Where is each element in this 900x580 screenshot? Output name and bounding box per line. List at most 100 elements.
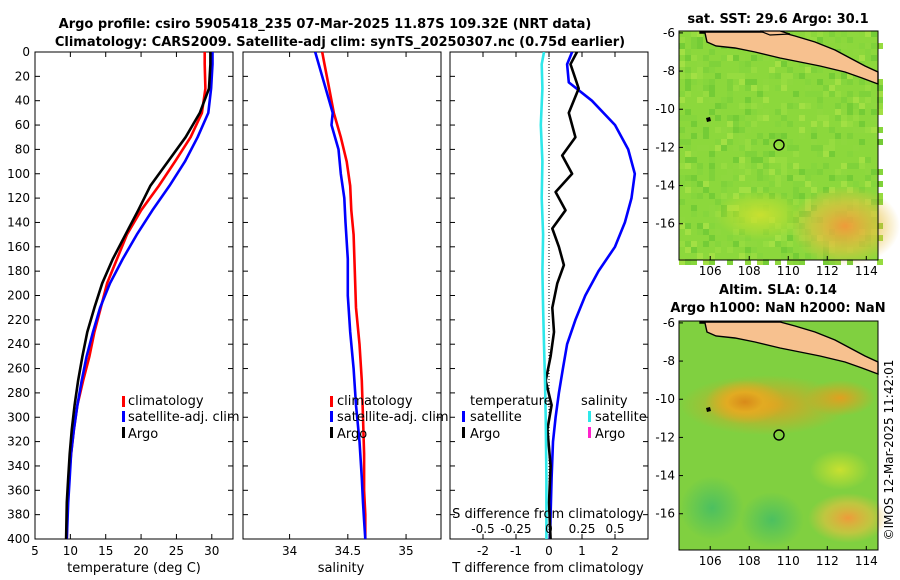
sst-pixel bbox=[877, 85, 883, 91]
sst-pixel bbox=[835, 175, 841, 181]
depth-tick-label: 280 bbox=[7, 386, 30, 400]
s-diff-tick-label: 0 bbox=[545, 522, 553, 536]
sst-pixel bbox=[703, 67, 709, 73]
sst-pixel bbox=[727, 85, 733, 91]
depth-tick-label: 20 bbox=[15, 69, 30, 83]
legend-label-satellite: satellite-adj. clim bbox=[128, 410, 240, 425]
sst-pixel bbox=[853, 31, 859, 37]
sst-pixel bbox=[835, 169, 841, 175]
sst-pixel bbox=[745, 241, 751, 247]
legend-title-temperature: temperature bbox=[470, 394, 552, 409]
sst-pixel bbox=[739, 139, 745, 145]
sst-pixel bbox=[697, 181, 703, 187]
lon-tick-label: 106 bbox=[699, 264, 722, 278]
sst-pixel bbox=[817, 79, 823, 85]
sst-pixel bbox=[829, 139, 835, 145]
depth-tick-label: 120 bbox=[7, 191, 30, 205]
sst-pixel bbox=[691, 247, 697, 253]
sst-pixel bbox=[805, 79, 811, 85]
sla-map-title-line2: Argo h1000: NaN h2000: NaN bbox=[670, 301, 885, 316]
sst-pixel bbox=[745, 97, 751, 103]
sst-pixel bbox=[763, 79, 769, 85]
sst-pixel bbox=[697, 43, 703, 49]
sst-pixel bbox=[871, 181, 877, 187]
sst-pixel bbox=[787, 73, 793, 79]
sst-pixel bbox=[799, 127, 805, 133]
sst-pixel bbox=[709, 91, 715, 97]
difference-ticks: -2 -1 0 1 2 bbox=[450, 51, 648, 558]
lat-tick-label: -6 bbox=[663, 26, 675, 40]
sst-pixel bbox=[823, 145, 829, 151]
sst-pixel bbox=[715, 103, 721, 109]
sst-pixel bbox=[679, 37, 685, 43]
sla-east-high bbox=[805, 380, 875, 416]
salinity-curves bbox=[313, 52, 367, 539]
sst-pixel bbox=[763, 55, 769, 61]
sla-low-sw bbox=[680, 476, 744, 540]
series-line-salinity-satellite bbox=[539, 52, 548, 539]
lat-tick-label: -16 bbox=[655, 507, 675, 521]
x-tick-label: 30 bbox=[204, 544, 219, 558]
sst-pixel bbox=[733, 145, 739, 151]
sst-pixel bbox=[823, 151, 829, 157]
sst-pixel bbox=[715, 109, 721, 115]
sst-pixel bbox=[739, 115, 745, 121]
sst-pixel bbox=[679, 61, 685, 67]
lon-tick-label: 114 bbox=[855, 554, 878, 568]
sst-pixel bbox=[709, 85, 715, 91]
sst-pixel bbox=[775, 241, 781, 247]
sst-pixel bbox=[745, 247, 751, 253]
sst-pixel bbox=[691, 211, 697, 217]
depth-tick-label: 60 bbox=[15, 118, 30, 132]
sst-pixel bbox=[757, 169, 763, 175]
lat-tick-label: -8 bbox=[663, 64, 675, 78]
legend-swatch-temp-satellite bbox=[462, 411, 465, 422]
sst-pixel bbox=[859, 139, 865, 145]
sst-pixel bbox=[817, 151, 823, 157]
sst-pixel bbox=[769, 169, 775, 175]
sst-pixel bbox=[805, 85, 811, 91]
sst-pixel bbox=[685, 55, 691, 61]
sst-pixel bbox=[715, 247, 721, 253]
sst-pixel bbox=[769, 133, 775, 139]
sst-pixel bbox=[757, 115, 763, 121]
sst-pixel bbox=[679, 175, 685, 181]
x-tick-label: 15 bbox=[98, 544, 113, 558]
sst-pixel bbox=[709, 49, 715, 55]
sst-pixel bbox=[691, 133, 697, 139]
sst-pixel bbox=[775, 169, 781, 175]
sst-pixel bbox=[811, 121, 817, 127]
sst-pixel bbox=[739, 253, 745, 259]
sst-pixel bbox=[727, 259, 733, 265]
sst-pixel bbox=[877, 169, 883, 175]
sst-pixel bbox=[697, 67, 703, 73]
sst-pixel bbox=[697, 163, 703, 169]
sst-pixel bbox=[697, 133, 703, 139]
x-tick-label: 0 bbox=[545, 544, 553, 558]
sst-pixel bbox=[775, 175, 781, 181]
sst-pixel bbox=[763, 169, 769, 175]
sst-pixel bbox=[871, 55, 877, 61]
sst-pixel bbox=[859, 157, 865, 163]
temperature-ticks: 5 10 15 20 25 30 bbox=[31, 51, 233, 558]
legend-label-temp-argo: Argo bbox=[470, 427, 500, 442]
sst-pixel bbox=[727, 97, 733, 103]
depth-tick-label: 320 bbox=[7, 435, 30, 449]
sst-pixel bbox=[709, 157, 715, 163]
sst-pixel bbox=[763, 163, 769, 169]
sst-pixel bbox=[847, 91, 853, 97]
sst-pixel bbox=[763, 175, 769, 181]
temperature-xlabel: temperature (deg C) bbox=[67, 561, 201, 576]
sst-pixel bbox=[685, 115, 691, 121]
sst-pixel bbox=[679, 43, 685, 49]
sst-pixel bbox=[787, 259, 793, 265]
sst-pixel bbox=[715, 199, 721, 205]
sst-warm-patch bbox=[790, 186, 900, 266]
sst-pixel bbox=[685, 85, 691, 91]
argo-location-marker bbox=[773, 139, 785, 151]
sst-pixel bbox=[823, 91, 829, 97]
sst-pixel bbox=[841, 31, 847, 37]
sst-pixel bbox=[727, 139, 733, 145]
sst-pixel bbox=[811, 169, 817, 175]
sst-pixel bbox=[697, 187, 703, 193]
